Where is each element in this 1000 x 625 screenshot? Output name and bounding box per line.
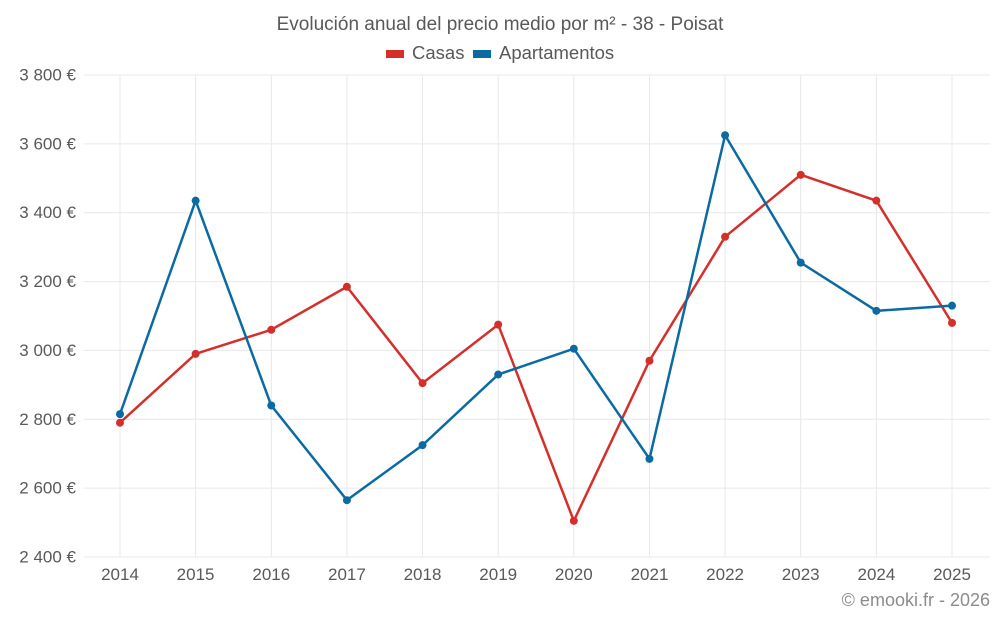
svg-text:© emooki.fr - 2026: © emooki.fr - 2026	[842, 590, 990, 610]
svg-text:Evolución anual del precio med: Evolución anual del precio medio por m² …	[277, 14, 724, 35]
svg-text:2022: 2022	[706, 565, 744, 584]
svg-text:2 600 €: 2 600 €	[19, 479, 76, 498]
svg-text:3 600 €: 3 600 €	[19, 134, 76, 153]
svg-text:2 800 €: 2 800 €	[19, 410, 76, 429]
svg-text:Apartamentos: Apartamentos	[499, 42, 614, 63]
svg-text:2014: 2014	[101, 565, 139, 584]
svg-text:2025: 2025	[933, 565, 971, 584]
svg-text:2018: 2018	[404, 565, 442, 584]
svg-text:3 000 €: 3 000 €	[19, 341, 76, 360]
svg-text:2 400 €: 2 400 €	[19, 548, 76, 567]
svg-text:Casas: Casas	[412, 42, 464, 63]
svg-text:2016: 2016	[252, 565, 290, 584]
svg-text:2017: 2017	[328, 565, 366, 584]
svg-text:3 400 €: 3 400 €	[19, 203, 76, 222]
svg-text:2024: 2024	[857, 565, 895, 584]
svg-text:3 800 €: 3 800 €	[19, 66, 76, 85]
svg-text:2015: 2015	[177, 565, 215, 584]
svg-text:3 200 €: 3 200 €	[19, 272, 76, 291]
svg-text:2019: 2019	[479, 565, 517, 584]
svg-text:2023: 2023	[782, 565, 820, 584]
svg-text:2021: 2021	[631, 565, 669, 584]
svg-text:2020: 2020	[555, 565, 593, 584]
